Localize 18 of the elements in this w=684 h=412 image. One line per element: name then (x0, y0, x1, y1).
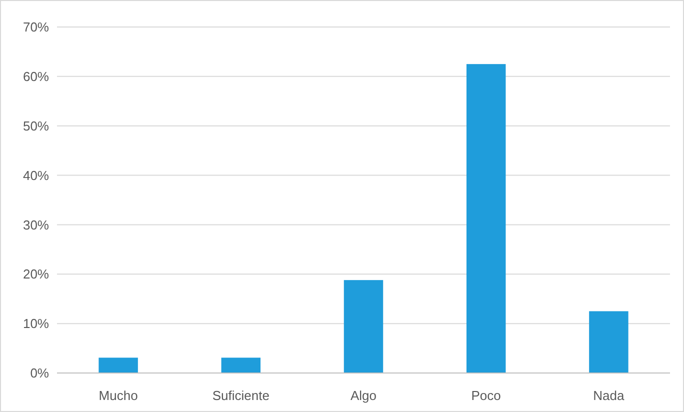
x-tick-label: Mucho (98, 388, 138, 403)
y-tick-label: 0% (30, 366, 50, 381)
y-tick-label: 40% (22, 168, 50, 183)
y-tick-label: 30% (22, 217, 50, 232)
y-tick-label: 50% (22, 118, 50, 134)
bar (221, 358, 261, 373)
y-tick-label: 20% (22, 266, 50, 282)
x-tick-label: Algo (350, 388, 377, 403)
bar (589, 311, 628, 373)
x-tick-label: Suficiente (212, 388, 270, 403)
y-tick-label: 60% (22, 68, 50, 84)
bar (344, 280, 384, 373)
bar (98, 358, 138, 373)
bar (466, 64, 506, 373)
x-tick-label: Poco (471, 388, 501, 403)
x-tick-label: Nada (593, 388, 626, 403)
y-tick-label: 10% (22, 316, 50, 332)
y-tick-label: 70% (22, 20, 50, 35)
